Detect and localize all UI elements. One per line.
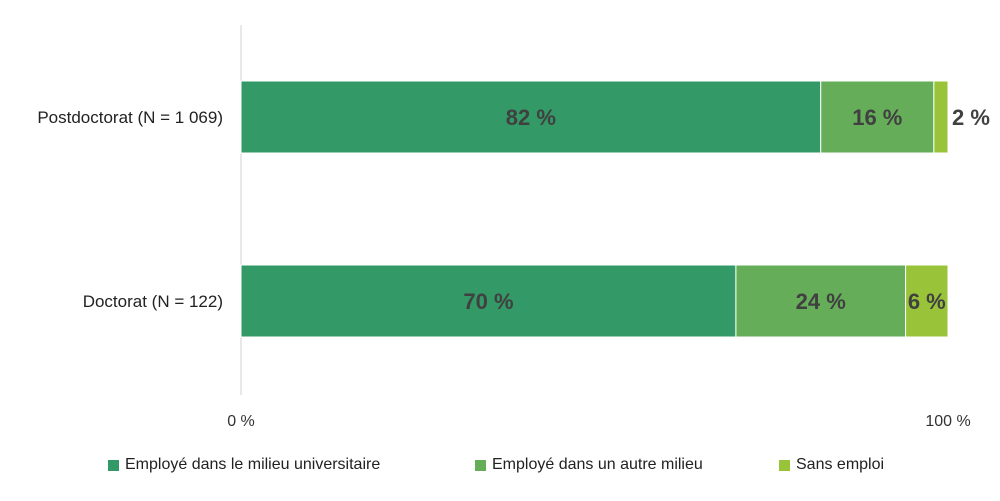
data-label-1-1: 82 %: [506, 105, 556, 130]
data-label-1-2: 16 %: [852, 105, 902, 130]
data-label-2-3: 6 %: [908, 289, 946, 314]
x-tick-labels: 0 % 100 %: [227, 413, 970, 430]
stacked-bar-chart: 82 % 16 % 2 % 70 % 24 % 6 % Postdoctorat (N =…: [37, 25, 990, 430]
bar-segment-1-2: [820, 80, 935, 154]
bars-group: 82 % 16 % 2 % 70 % 24 % 6 %: [240, 80, 990, 338]
category-label-1: Postdoctorat (N = 1 069): [37, 108, 223, 127]
legend-label-1: Employé dans le milieu universitaire: [125, 456, 381, 473]
data-label-1-3: 2 %: [952, 105, 990, 130]
x-tick-label-2: 100 %: [925, 413, 970, 430]
bar-segment-1-1: [240, 80, 822, 154]
data-label-2-2: 24 %: [796, 289, 846, 314]
bar-segment-2-1: [240, 264, 737, 338]
bar-segment-2-3: [905, 264, 949, 338]
legend-swatch-1: [108, 459, 119, 471]
bar-segment-1-3: [933, 80, 949, 154]
legend-item-1: Employé dans le milieu universitaire: [108, 456, 380, 474]
legend-label-2: Employé dans un autre milieu: [492, 456, 703, 473]
x-tick-label-1: 0 %: [227, 413, 255, 430]
legend-item-3: Sans emploi: [779, 456, 884, 474]
legend-item-2: Employé dans un autre milieu: [475, 456, 703, 474]
data-label-2-1: 70 %: [463, 289, 513, 314]
category-label-2: Doctorat (N = 122): [83, 292, 223, 311]
legend-swatch-3: [779, 459, 790, 471]
legend-swatch-2: [475, 459, 486, 471]
legend-label-3: Sans emploi: [796, 456, 885, 473]
category-labels: Postdoctorat (N = 1 069) Doctorat (N = 12…: [37, 108, 223, 311]
legend: Employé dans le milieu universitaire Empl…: [0, 452, 1000, 482]
